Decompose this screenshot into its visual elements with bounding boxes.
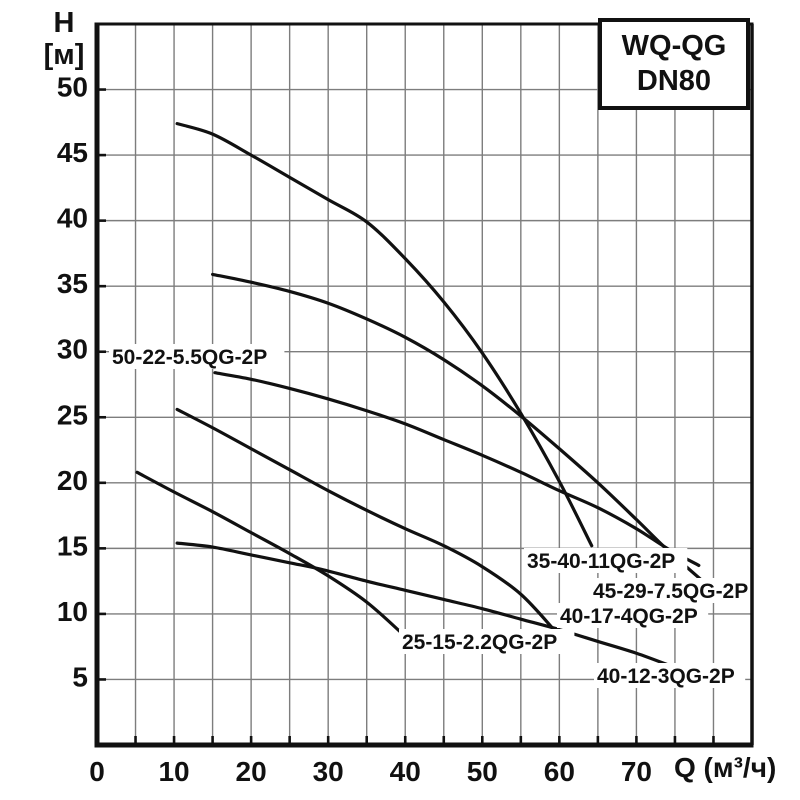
x-tick-label: 10 [158, 756, 189, 787]
y-axis-title-unit: [м] [43, 38, 85, 71]
y-axis-title: H [м] [28, 7, 100, 72]
curve-label: 45-29-7.5QG-2P [593, 580, 748, 603]
x-tick-label: 50 [467, 756, 498, 787]
y-tick-label: 50 [57, 72, 88, 103]
x-tick-label: 70 [621, 756, 652, 787]
y-tick-label: 5 [72, 661, 88, 692]
y-tick-label: 15 [57, 530, 88, 561]
x-axis-title: Q (м³/ч) [674, 752, 776, 784]
model-series-label: WQ-QG [621, 30, 727, 63]
pump-curve-25-15-2.2QG-2P [135, 470, 404, 636]
y-tick-label: 25 [57, 399, 88, 430]
curve-label: 40-12-3QG-2P [597, 665, 735, 688]
model-dn-label: DN80 [636, 65, 712, 97]
x-tick-label: 0 [89, 756, 105, 787]
x-tick-label: 20 [236, 756, 267, 787]
y-tick-label: 35 [57, 268, 88, 299]
x-tick-label: 40 [390, 756, 421, 787]
x-tick-label: 30 [313, 756, 344, 787]
pump-curve-50-22-5.5QG-2P [213, 371, 701, 568]
pump-curve-45-29-7.5QG-2P [210, 272, 706, 585]
pump-curves [135, 122, 706, 668]
x-axis-title-text: Q (м³/ч) [674, 752, 777, 783]
curve-label-background [524, 548, 688, 573]
curve-label: 50-22-5.5QG-2P [112, 346, 267, 369]
y-axis-title-symbol: H [53, 7, 75, 39]
curve-labels: 35-40-11QG-2P 45-29-7.5QG-2P 50-22-5.5QG-2… [109, 344, 766, 688]
curve-label-background [399, 629, 575, 654]
curve-label-background [594, 663, 746, 688]
curve-label: 25-15-2.2QG-2P [402, 631, 557, 654]
model-title-box: WQ-QG DN80 [598, 18, 750, 110]
y-tick-label: 20 [57, 465, 88, 496]
axis-tick-labels: 0 10 20 30 40 50 60 70 50 45 40 35 30 25 20 15 10 5 [57, 72, 652, 787]
pump-curve-40-17-4QG-2P [175, 407, 556, 632]
curve-label-background [590, 578, 766, 603]
y-tick-label: 45 [57, 137, 88, 168]
plot-frame [94, 22, 754, 748]
y-tick-label: 30 [57, 334, 88, 365]
y-tick-label: 10 [57, 596, 88, 627]
curve-label: 40-17-4QG-2P [560, 605, 698, 628]
pump-curve-40-12-3QG-2P [175, 541, 674, 668]
y-tick-label: 40 [57, 203, 88, 234]
curve-label: 35-40-11QG-2P [527, 550, 675, 573]
x-tick-label: 60 [544, 756, 575, 787]
curve-label-background [109, 344, 285, 369]
curve-label-background [557, 603, 709, 628]
pump-curve-35-40-11QG-2P [175, 122, 594, 548]
